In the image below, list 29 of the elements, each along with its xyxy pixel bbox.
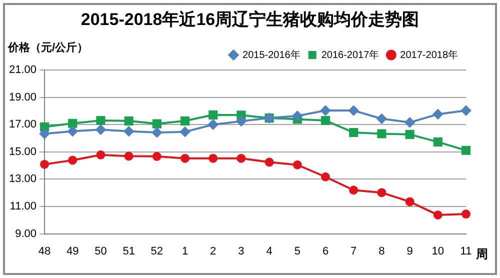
chart-title: 2015-2018年近16周辽宁生猪收购均价走势图: [80, 9, 420, 31]
x-axis-title: 周: [476, 246, 488, 263]
x-tick-label: 51: [122, 245, 135, 258]
legend-label: 2015-2016年: [242, 48, 300, 61]
x-tick-label: 7: [350, 245, 357, 258]
x-tick-label: 11: [460, 245, 472, 258]
legend-label: 2017-2018年: [400, 48, 458, 61]
x-tick-label: 48: [38, 245, 51, 258]
x-tick-label: 9: [406, 245, 413, 258]
x-tick-label: 52: [150, 245, 164, 258]
x-tick-label: 3: [238, 245, 244, 258]
y-tick-label: 13.00: [8, 173, 37, 186]
y-axis-title: 价格（元/公斤）: [8, 40, 88, 55]
x-tick-label: 1: [182, 245, 188, 258]
legend-label: 2016-2017年: [321, 48, 380, 61]
x-tick-label: 10: [432, 245, 444, 258]
y-tick-label: 9.00: [15, 228, 37, 240]
x-tick-label: 50: [94, 245, 107, 258]
x-tick-label: 5: [294, 245, 300, 258]
x-tick-label: 49: [66, 245, 79, 258]
y-tick-label: 11.00: [10, 200, 37, 213]
x-tick-label: 4: [266, 245, 272, 258]
x-tick-label: 8: [378, 245, 385, 258]
x-tick-label: 2: [210, 245, 216, 258]
y-tick-label: 19.00: [8, 91, 37, 104]
y-tick-label: 21.00: [8, 64, 37, 76]
y-tick-label: 17.00: [8, 118, 37, 131]
x-tick-label: 6: [322, 245, 329, 258]
y-tick-label: 15.00: [8, 146, 37, 158]
